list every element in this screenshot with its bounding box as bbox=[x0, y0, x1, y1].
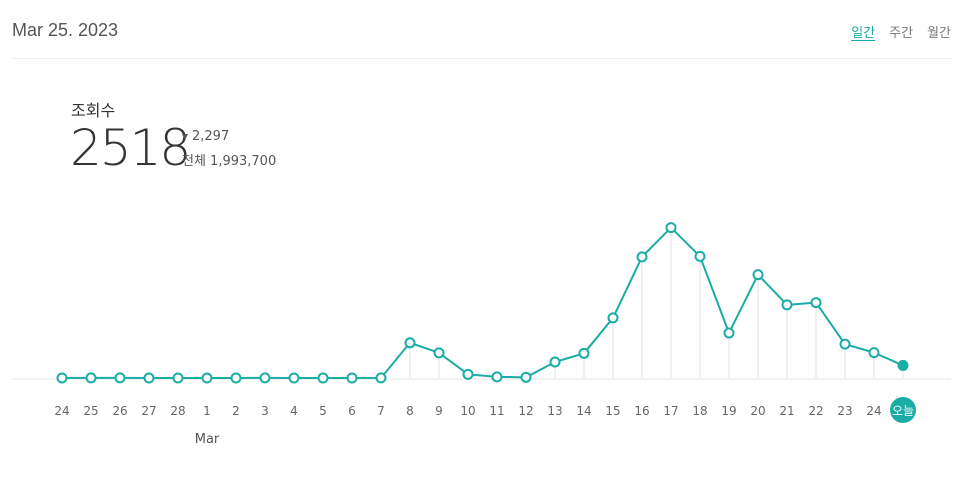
x-tick-label: 7 bbox=[377, 404, 385, 418]
data-point bbox=[346, 372, 358, 384]
x-tick-label: 23 bbox=[837, 404, 852, 418]
data-point bbox=[839, 338, 851, 350]
data-point bbox=[520, 371, 532, 383]
x-tick-label: 8 bbox=[406, 404, 414, 418]
stat-change: 2,297 bbox=[182, 129, 229, 144]
x-tick-label: 20 bbox=[750, 404, 765, 418]
x-tick-label: 2 bbox=[232, 404, 240, 418]
data-point bbox=[259, 372, 271, 384]
x-tick-label: 14 bbox=[576, 404, 591, 418]
x-tick-label: 15 bbox=[605, 404, 620, 418]
data-point bbox=[317, 372, 329, 384]
x-tick-label-today: 오늘 bbox=[892, 404, 914, 418]
x-tick-label: 9 bbox=[435, 404, 443, 418]
data-point bbox=[230, 372, 242, 384]
stat-label: 조회수 bbox=[71, 101, 116, 120]
data-point bbox=[56, 372, 68, 384]
data-point bbox=[578, 347, 590, 359]
data-point bbox=[462, 368, 474, 380]
x-tick-label: 1 bbox=[203, 404, 211, 418]
x-tick-label: 3 bbox=[261, 404, 269, 418]
data-point bbox=[491, 371, 503, 383]
x-tick-label: 10 bbox=[460, 404, 475, 418]
x-tick-label: 18 bbox=[692, 404, 707, 418]
x-tick-label: 24 bbox=[866, 404, 881, 418]
data-point bbox=[85, 372, 97, 384]
stat-change-value: 2,297 bbox=[192, 129, 230, 144]
stat-value: 2518 bbox=[70, 119, 191, 177]
x-tick-label: 17 bbox=[663, 404, 678, 418]
today-badge bbox=[890, 397, 916, 423]
triangle-down-icon bbox=[182, 133, 188, 140]
data-point bbox=[810, 297, 822, 309]
x-tick-label: 24 bbox=[54, 404, 69, 418]
data-point bbox=[752, 269, 764, 281]
data-point bbox=[665, 222, 677, 234]
x-tick-label: 26 bbox=[112, 404, 127, 418]
data-point-today bbox=[897, 359, 909, 371]
x-tick-label: 28 bbox=[170, 404, 185, 418]
x-tick-label: 21 bbox=[779, 404, 794, 418]
data-point bbox=[636, 251, 648, 263]
data-point bbox=[607, 312, 619, 324]
tab-weekly[interactable]: 주간 bbox=[889, 26, 914, 41]
data-point bbox=[375, 372, 387, 384]
x-tick-label: 27 bbox=[141, 404, 156, 418]
x-tick-label: 16 bbox=[634, 404, 649, 418]
data-point bbox=[288, 372, 300, 384]
header-divider bbox=[12, 58, 951, 59]
month-label: Mar bbox=[195, 432, 220, 447]
x-tick-label: 5 bbox=[319, 404, 327, 418]
tab-daily[interactable]: 일간 bbox=[851, 26, 876, 41]
x-tick-label: 22 bbox=[808, 404, 823, 418]
data-point bbox=[694, 250, 706, 262]
data-point bbox=[868, 347, 880, 359]
data-point bbox=[172, 372, 184, 384]
data-point bbox=[433, 347, 445, 359]
x-tick-label: 25 bbox=[83, 404, 98, 418]
stat-total: 전체 1,993,700 bbox=[182, 154, 277, 169]
x-tick-label: 4 bbox=[290, 404, 298, 418]
date-label: Mar 25. 2023 bbox=[12, 20, 119, 40]
period-tabs: 일간 주간 월간 bbox=[851, 22, 951, 41]
x-tick-label: 11 bbox=[489, 404, 504, 418]
data-point bbox=[781, 299, 793, 311]
data-point bbox=[114, 372, 126, 384]
x-tick-label: 6 bbox=[348, 404, 356, 418]
x-tick-label: 19 bbox=[721, 404, 736, 418]
series-line bbox=[61, 226, 904, 379]
data-point bbox=[201, 372, 213, 384]
data-point bbox=[549, 356, 561, 368]
data-point bbox=[723, 327, 735, 339]
data-point bbox=[404, 337, 416, 349]
data-point bbox=[143, 372, 155, 384]
tab-monthly[interactable]: 월간 bbox=[927, 26, 951, 41]
x-tick-label: 12 bbox=[518, 404, 533, 418]
x-tick-label: 13 bbox=[547, 404, 562, 418]
